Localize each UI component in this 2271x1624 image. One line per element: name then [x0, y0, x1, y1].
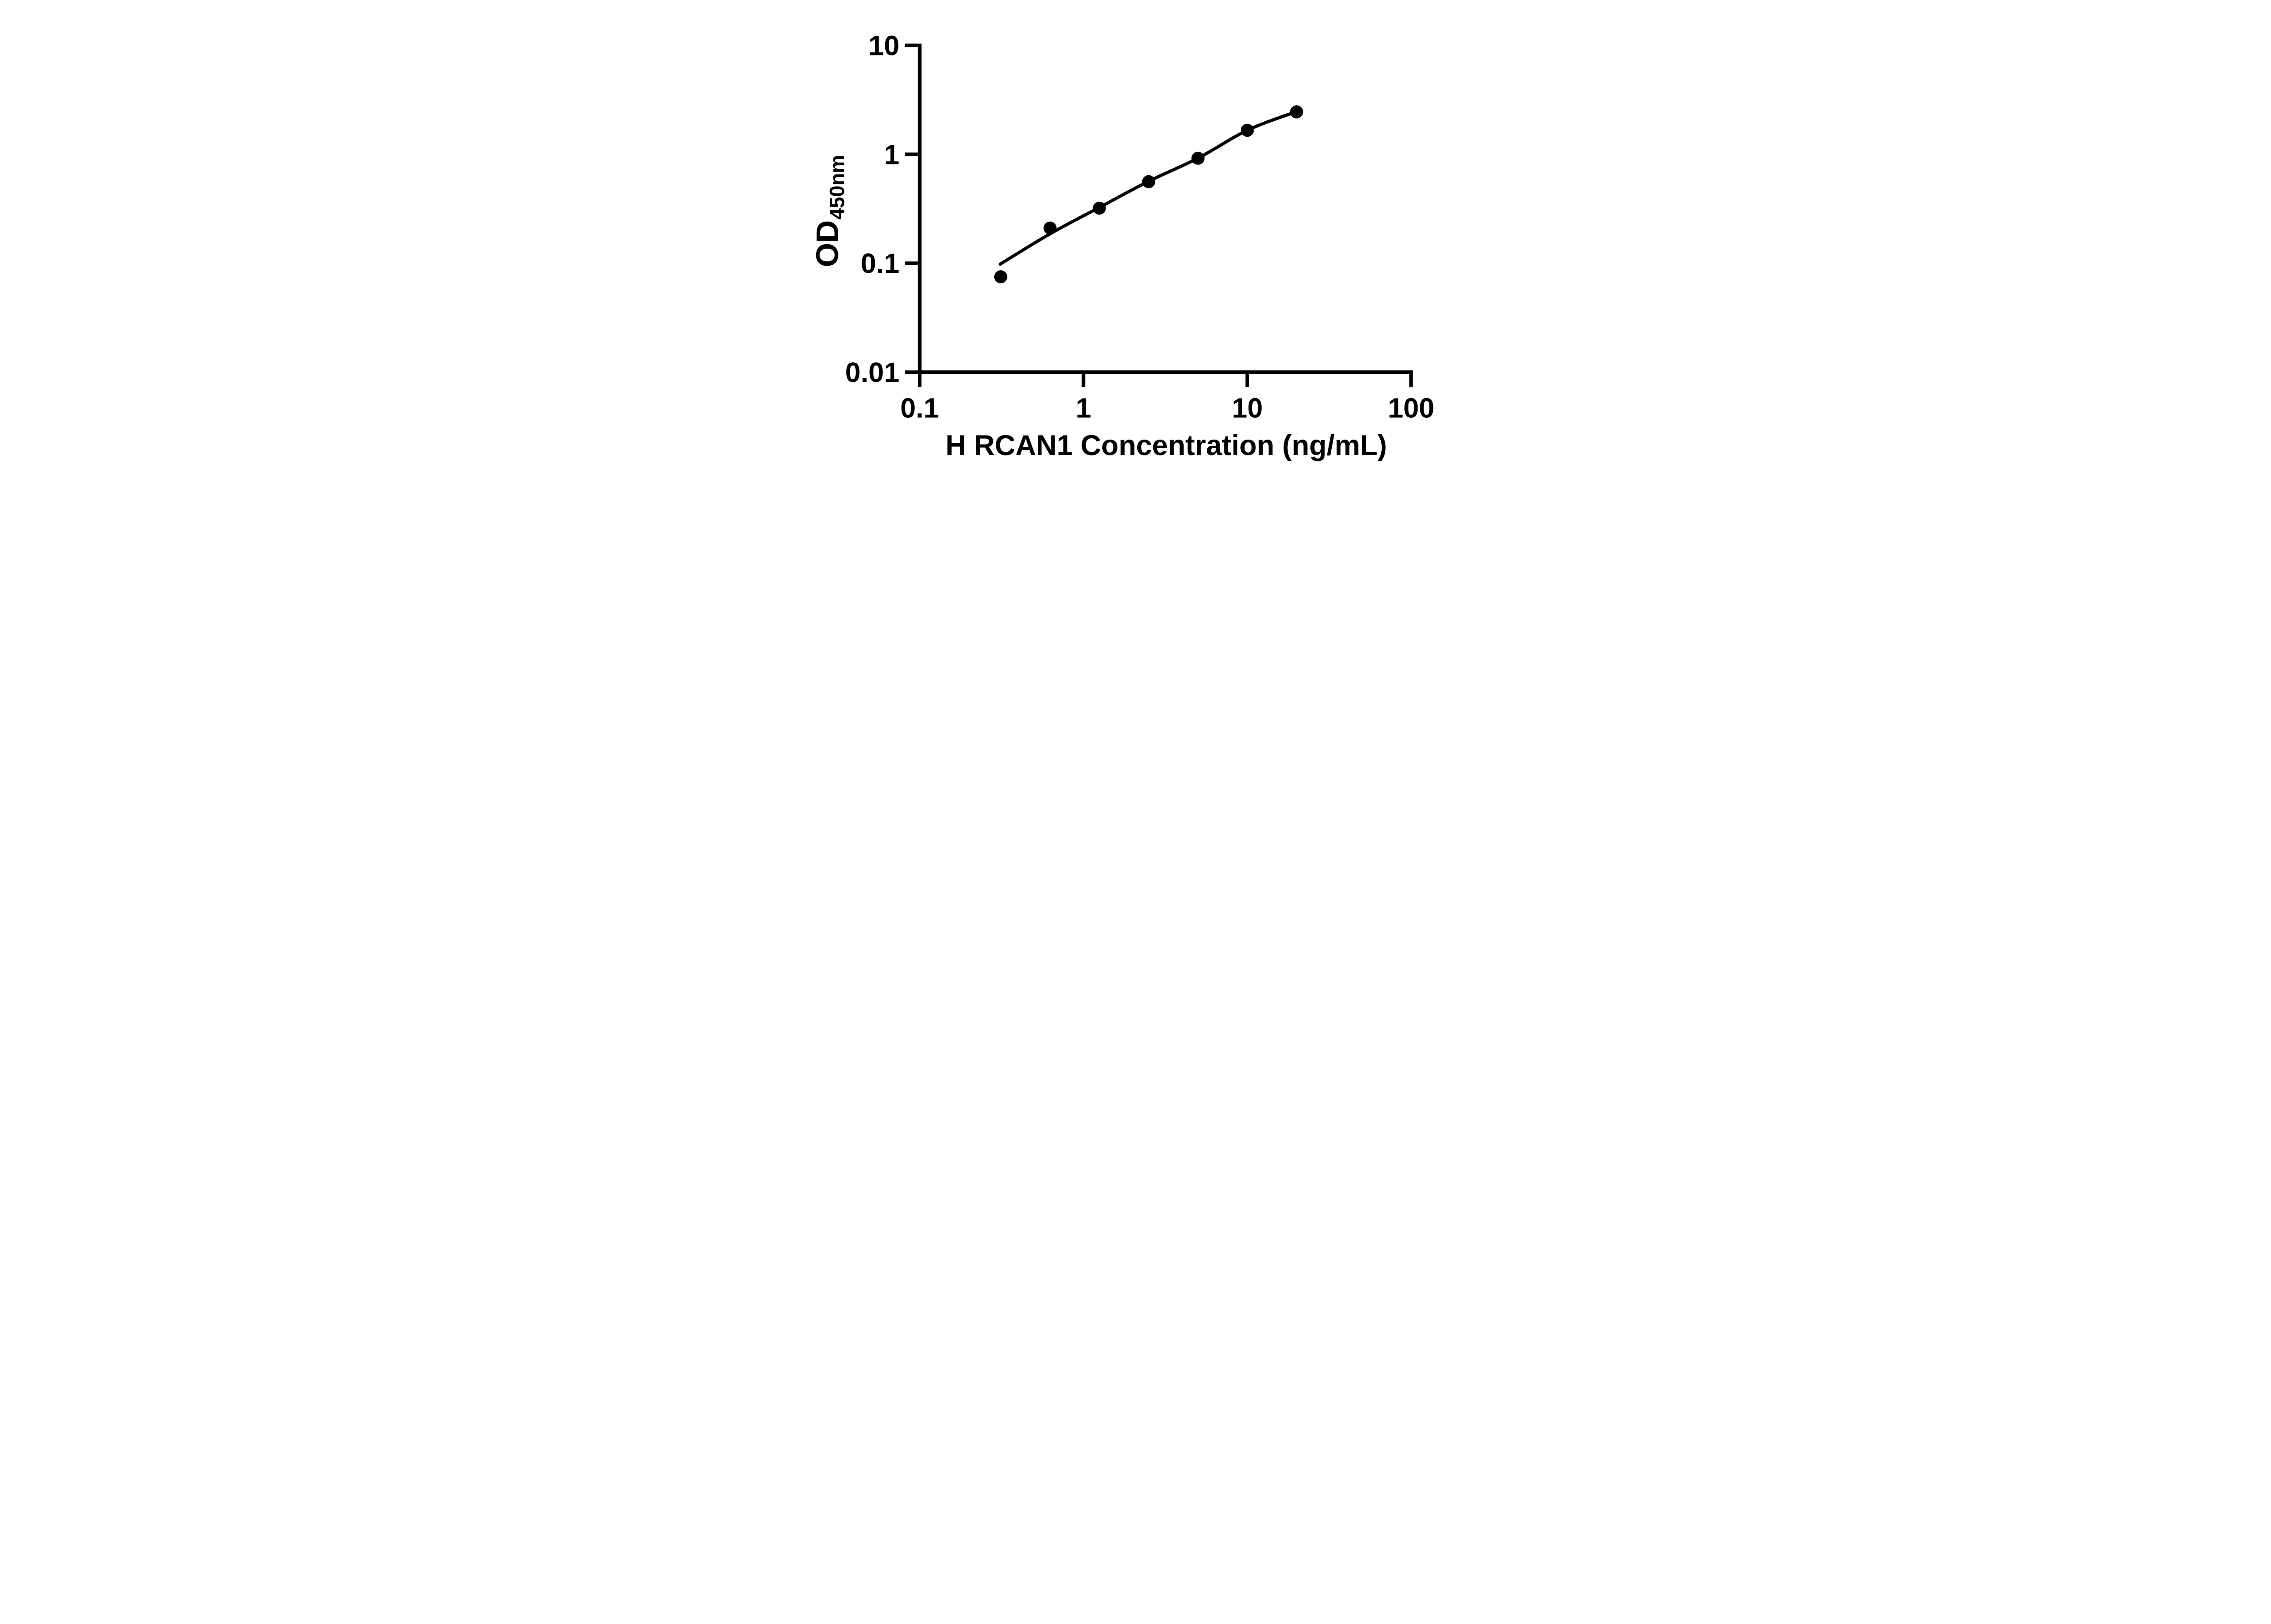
- x-axis-tick-label: 1: [1076, 392, 1091, 424]
- data-point: [1191, 151, 1205, 165]
- data-point: [1290, 105, 1304, 119]
- x-axis-tick-label: 100: [1388, 392, 1435, 424]
- y-axis-title: OD 450nm: [810, 155, 848, 267]
- y-axis-tick-label: 10: [868, 30, 899, 61]
- x-axis-tick-label: 0.1: [900, 392, 939, 424]
- y-axis-tick-label: 0.1: [861, 248, 899, 279]
- chart-background: [783, 0, 1488, 487]
- x-axis-tick-labels: 0.1 1 10 100: [900, 392, 1434, 424]
- x-axis-ticks: [917, 374, 1413, 387]
- standard-curve-chart: 0.1 1 10 100 0.01 0.1 1 10 H RCAN1 Concentrati…: [783, 0, 1488, 487]
- y-axis-tick-labels: 0.01 0.1 1 10: [845, 30, 900, 388]
- x-axis-tick-label: 10: [1232, 392, 1263, 424]
- data-point: [1142, 175, 1155, 188]
- data-point: [1043, 221, 1057, 235]
- y-axis-ticks: [905, 43, 918, 374]
- y-axis-tick-label: 1: [884, 139, 899, 170]
- od-label-subscript: 450nm: [825, 155, 848, 219]
- od-label-main: OD: [810, 220, 845, 267]
- data-point: [994, 270, 1007, 283]
- y-axis-tick-label: 0.01: [845, 357, 900, 388]
- x-axis-title: H RCAN1 Concentration (ng/mL): [946, 430, 1387, 461]
- data-point: [1240, 124, 1254, 137]
- data-points: [994, 105, 1304, 283]
- data-point: [1093, 201, 1106, 215]
